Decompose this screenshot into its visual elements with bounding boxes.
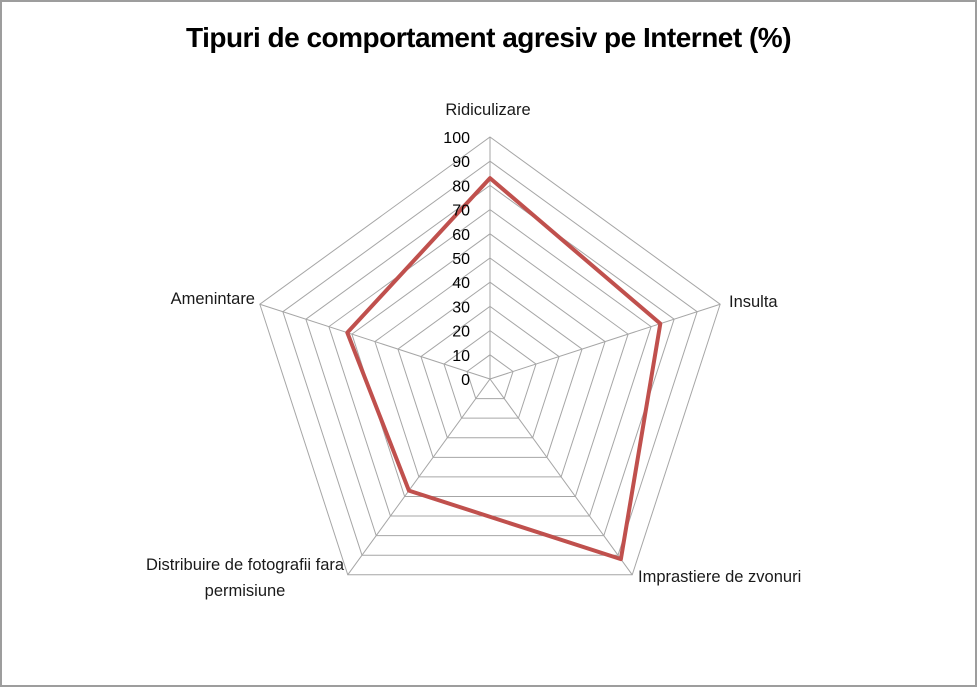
axis-label-amenintare: Amenintare xyxy=(170,290,255,308)
radar-spoke xyxy=(489,378,633,576)
radar-spoke xyxy=(259,303,491,380)
axis-label-distribuire-de-fotografii: Distribuire de fotografii fara permisiun… xyxy=(145,556,345,600)
radial-axis-tick-label: 100 xyxy=(443,130,470,147)
radial-axis-tick-label: 30 xyxy=(452,299,470,316)
radial-axis-tick-label: 50 xyxy=(452,251,470,268)
radial-axis-tick-label: 90 xyxy=(452,154,470,171)
axis-label-imprastiere-de-zvonuri: Imprastiere de zvonuri xyxy=(638,568,802,586)
radar-spoke xyxy=(347,378,491,576)
radar-gridline-ring xyxy=(420,305,560,439)
chart-title: Tipuri de comportament agresiv pe Intern… xyxy=(185,22,792,53)
radial-axis-tick-label: 40 xyxy=(452,275,470,292)
radar-gridline-ring xyxy=(282,160,698,556)
axis-label-insulta: Insulta xyxy=(729,293,778,311)
radar-gridline-ring xyxy=(374,257,606,478)
radial-axis-tick-label: 10 xyxy=(452,348,470,365)
radar-spoke xyxy=(489,303,721,380)
radar-gridline-ring xyxy=(305,184,675,537)
radial-axis-tick-label: 80 xyxy=(452,178,470,195)
radar-gridline-ring xyxy=(351,233,629,497)
radial-axis-tick-label: 0 xyxy=(461,372,470,389)
axis-label-ridiculizare: Ridiculizare xyxy=(445,101,531,119)
radar-gridline-ring xyxy=(259,136,721,576)
radar-gridline-ring xyxy=(466,354,514,400)
radar-gridline-ring xyxy=(443,329,537,419)
radar-gridline-ring xyxy=(397,281,583,458)
radial-axis-tick-label: 60 xyxy=(452,227,470,244)
radial-axis-tick-label: 20 xyxy=(452,324,470,341)
radial-axis-tick-label: 70 xyxy=(452,203,470,220)
data-series-polygon xyxy=(345,176,663,562)
